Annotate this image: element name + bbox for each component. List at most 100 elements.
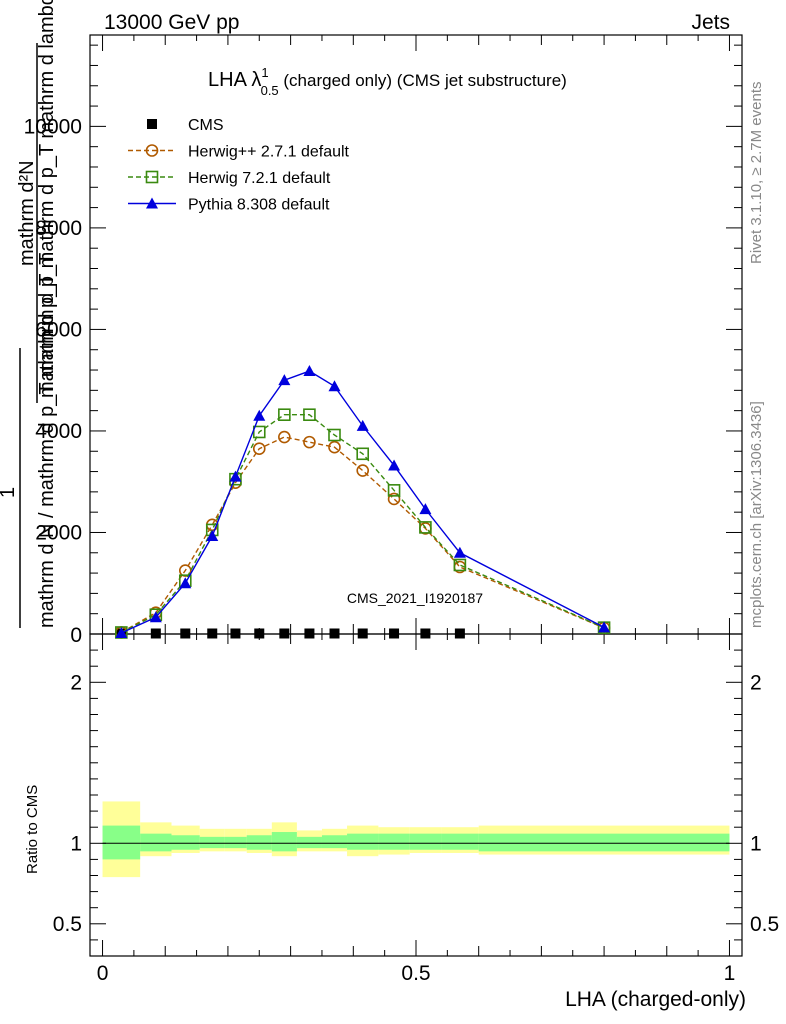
data-point (328, 428, 341, 442)
ratio-band-inner (224, 836, 247, 849)
data-point (304, 628, 315, 639)
legend: CMS Herwig++ 2.7.1 default Herwig 7.2.1 de… (128, 117, 350, 214)
data-point (328, 380, 341, 392)
data-point (420, 628, 431, 639)
legend-marker (147, 119, 157, 129)
data-point (357, 628, 368, 639)
data-point (279, 628, 290, 639)
ratio-band-inner (409, 833, 442, 850)
ratio-band-inner (271, 832, 297, 852)
series-layer (115, 365, 611, 639)
data-point (356, 447, 370, 461)
ratio-band-inner (378, 833, 410, 850)
legend-label: Pythia 8.308 default (188, 197, 330, 214)
ratio-band-inner (321, 835, 348, 849)
data-point (150, 628, 161, 639)
data-point (278, 374, 291, 386)
y-label-num-top: mathrm d²N (16, 160, 38, 266)
ratio-band-inner (140, 833, 172, 852)
data-point (206, 530, 219, 542)
legend-marker (146, 197, 158, 209)
data-point (149, 611, 162, 623)
y-tick-label: 4000 (35, 420, 82, 443)
data-point (328, 440, 341, 454)
main-axis-ticks: 2000 4000 6000 8000 10000 0 (24, 44, 742, 647)
header-left: 13000 GeV pp (104, 11, 239, 34)
y-label-den-top: mathrm d p_T mathrm d p_T mathrm d lambd… (36, 0, 58, 398)
ratio-band-inner (171, 835, 200, 850)
ratio-axis-label: Ratio to CMS (24, 785, 41, 874)
data-point (453, 546, 466, 558)
ratio-band-inner (441, 833, 479, 850)
data-point (453, 558, 467, 572)
y-tick-label: 8000 (35, 217, 82, 240)
ratio-band-inner (199, 836, 225, 849)
ratio-tick-label: 0.5 (53, 913, 82, 936)
x-axis-ticks: 0 0.5 1 (97, 35, 736, 985)
data-point (329, 628, 340, 639)
ratio-band-inner (478, 833, 730, 852)
data-point (278, 408, 291, 422)
legend-marker (145, 144, 159, 157)
y-tick-label: 10000 (24, 115, 82, 138)
ratio-band-inner (347, 833, 379, 850)
chart-title-rest: (charged only) (CMS jet substructure) (279, 71, 567, 90)
data-point (598, 621, 611, 633)
ratio-axis-ticks: 0.5 0.5 1 1 2 2 (53, 649, 779, 941)
data-point (229, 470, 242, 482)
y-tick-label: 6000 (35, 318, 82, 341)
data-point (419, 521, 432, 534)
ratio-band-inner (296, 836, 322, 849)
y-label-den-bottom: mathrm d N / mathrm d p_T mathrm d p_T (36, 253, 58, 628)
data-point (253, 409, 266, 421)
data-point (252, 425, 266, 439)
data-point (356, 464, 370, 477)
data-point (179, 577, 192, 589)
side-rivet: Rivet 3.1.10, ≥ 2.7M events (748, 82, 765, 265)
data-point (419, 503, 432, 515)
ratio-panel-frame (89, 633, 743, 957)
data-point (180, 628, 191, 639)
ratio-band-inner (246, 835, 272, 850)
ratio-bands (102, 801, 730, 878)
x-tick-label: 0 (97, 962, 109, 985)
data-point (387, 492, 401, 506)
ratio-tick-label: 2 (70, 671, 82, 694)
data-point (356, 419, 369, 431)
data-point (252, 442, 266, 456)
ratio-tick-label: 1 (70, 832, 82, 855)
data-point (303, 365, 316, 377)
x-tick-label: 1 (724, 962, 736, 985)
y-label-num-bottom: 1 (0, 487, 19, 498)
series-line (121, 370, 605, 634)
ratio-band-inner (102, 825, 141, 860)
ratio-tick-label-right: 0.5 (750, 913, 779, 936)
chart-title-sup: 1 (261, 65, 268, 80)
data-point (389, 628, 400, 639)
data-point (454, 628, 465, 639)
watermark: CMS_2021_I1920187 (347, 590, 483, 606)
chart-title-main: LHA λ (208, 69, 261, 91)
header-right: Jets (691, 11, 730, 34)
ratio-tick-label-right: 2 (750, 671, 762, 694)
x-tick-label: 0.5 (401, 962, 430, 985)
data-point (388, 459, 401, 471)
data-point (278, 430, 291, 444)
data-point (230, 628, 241, 639)
legend-marker (145, 170, 159, 184)
data-point (303, 408, 316, 422)
legend-label: CMS (188, 117, 224, 134)
y-tick-label: 2000 (35, 521, 82, 544)
chart-title-sub: 0.5 (261, 83, 279, 98)
x-axis-label: LHA (charged-only) (565, 988, 746, 1011)
data-point (178, 564, 192, 577)
data-point (207, 628, 218, 639)
data-point (387, 484, 401, 497)
chart-title: LHA λ1 0.5 (charged only) (CMS jet substr… (208, 65, 567, 98)
y-axis-label: mathrm d²N mathrm d p_T mathrm d p_T mat… (0, 0, 58, 628)
legend-label: Herwig++ 2.7.1 default (188, 144, 350, 161)
ratio-tick-label-right: 1 (750, 832, 762, 855)
data-point (115, 626, 128, 638)
y-tick-label-zero: 0 (70, 624, 82, 647)
